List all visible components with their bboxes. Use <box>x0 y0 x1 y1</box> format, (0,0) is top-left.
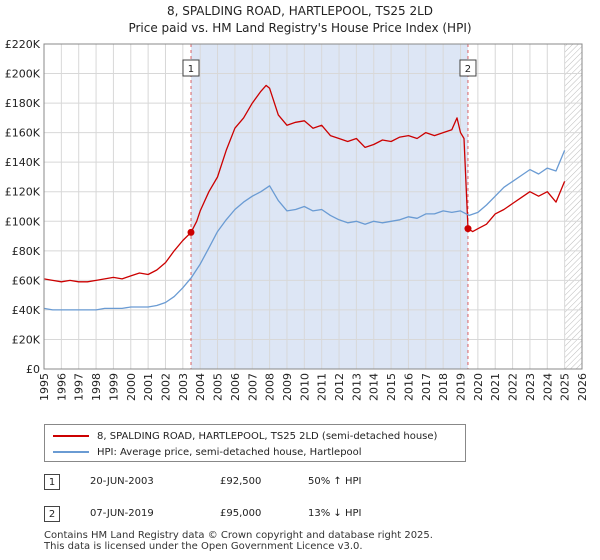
transaction-hpi-change: 13% ↓ HPI <box>308 508 362 519</box>
x-tick-label: 2008 <box>264 373 277 401</box>
forecast-hatch <box>564 44 582 369</box>
x-tick-label: 1998 <box>90 373 103 401</box>
x-tick-label: 2009 <box>281 373 294 401</box>
chart-title: 8, SPALDING ROAD, HARTLEPOOL, TS25 2LD <box>166 4 434 18</box>
legend-item-hpi: HPI: Average price, semi-detached house,… <box>53 444 362 460</box>
y-tick-label: £200K <box>5 68 41 81</box>
transaction-price: £95,000 <box>220 508 262 519</box>
transaction-date: 07-JUN-2019 <box>90 508 154 519</box>
x-tick-label: 2000 <box>125 373 138 401</box>
x-tick-label: 1997 <box>73 373 86 401</box>
y-tick-label: £220K <box>5 38 41 51</box>
x-tick-label: 2014 <box>368 373 381 401</box>
x-tick-label: 2024 <box>541 373 554 401</box>
x-tick-label: 2019 <box>455 373 468 401</box>
y-tick-label: £60K <box>12 274 41 287</box>
x-tick-label: 2013 <box>350 373 363 401</box>
y-tick-label: £100K <box>5 215 41 228</box>
legend-item-property: 8, SPALDING ROAD, HARTLEPOOL, TS25 2LD (… <box>53 428 437 444</box>
x-tick-label: 2011 <box>316 373 329 401</box>
x-tick-label: 2016 <box>402 373 415 401</box>
x-tick-label: 2010 <box>298 373 311 401</box>
sale-point <box>464 225 472 233</box>
sale-label: 2 <box>465 64 471 75</box>
x-tick-label: 2026 <box>576 373 589 401</box>
legend-swatch-hpi <box>53 451 89 453</box>
transaction-date: 20-JUN-2003 <box>90 476 154 487</box>
x-tick-label: 1996 <box>55 373 68 401</box>
chart-subtitle: Price paid vs. HM Land Registry's House … <box>128 21 472 35</box>
x-tick-label: 2025 <box>559 373 572 401</box>
y-tick-label: £160K <box>5 127 41 140</box>
legend-swatch-property <box>53 435 89 437</box>
legend: 8, SPALDING ROAD, HARTLEPOOL, TS25 2LD (… <box>44 424 466 462</box>
price-chart: £0 £20K £40K £60K £80K £100K £120K £140K £160K £1… <box>5 38 589 401</box>
x-tick-label: 2021 <box>489 373 502 401</box>
y-tick-label: £0 <box>26 363 40 376</box>
ownership-shading <box>190 44 468 369</box>
y-tick-label: £180K <box>5 97 41 110</box>
footer-line: Contains HM Land Registry data © Crown c… <box>44 530 433 541</box>
x-tick-label: 1995 <box>38 373 51 401</box>
footer-line: This data is licensed under the Open Gov… <box>44 541 363 552</box>
x-tick-label: 2003 <box>177 373 190 401</box>
x-tick-label: 2023 <box>524 373 537 401</box>
y-tick-label: £140K <box>5 156 41 169</box>
transaction-hpi-change: 50% ↑ HPI <box>308 476 362 487</box>
x-tick-label: 2017 <box>420 373 433 401</box>
sale-point <box>187 228 195 236</box>
x-tick-label: 1999 <box>107 373 120 401</box>
x-tick-label: 2006 <box>229 373 242 401</box>
x-tick-label: 2005 <box>212 373 225 401</box>
legend-label-hpi: HPI: Average price, semi-detached house,… <box>97 446 362 458</box>
x-tick-label: 2022 <box>507 373 520 401</box>
x-tick-label: 2007 <box>246 373 259 401</box>
footer-credits: Contains HM Land Registry data © Crown c… <box>44 530 433 552</box>
hpi-line <box>43 150 566 311</box>
x-tick-label: 2004 <box>194 373 207 401</box>
legend-label-property: 8, SPALDING ROAD, HARTLEPOOL, TS25 2LD (… <box>97 430 438 442</box>
x-tick-label: 2015 <box>385 373 398 401</box>
y-tick-label: £80K <box>12 245 41 258</box>
y-tick-label: £20K <box>12 333 41 346</box>
property-price-line <box>43 84 566 283</box>
sale-label-box <box>182 59 200 77</box>
plot-border <box>43 43 583 370</box>
x-tick-label: 2018 <box>437 373 450 401</box>
x-tick-label: 2012 <box>333 373 346 401</box>
sale-label: 1 <box>188 64 194 75</box>
x-tick-label: 2020 <box>472 373 485 401</box>
x-tick-label: 2001 <box>142 373 155 401</box>
x-tick-label: 2002 <box>159 373 172 401</box>
transaction-marker-box: 1 <box>44 474 60 490</box>
sale-label-box <box>459 59 477 77</box>
transaction-marker-box: 2 <box>44 506 60 522</box>
transaction-price: £92,500 <box>220 476 262 487</box>
y-tick-label: £120K <box>5 186 41 199</box>
y-tick-label: £40K <box>12 304 41 317</box>
